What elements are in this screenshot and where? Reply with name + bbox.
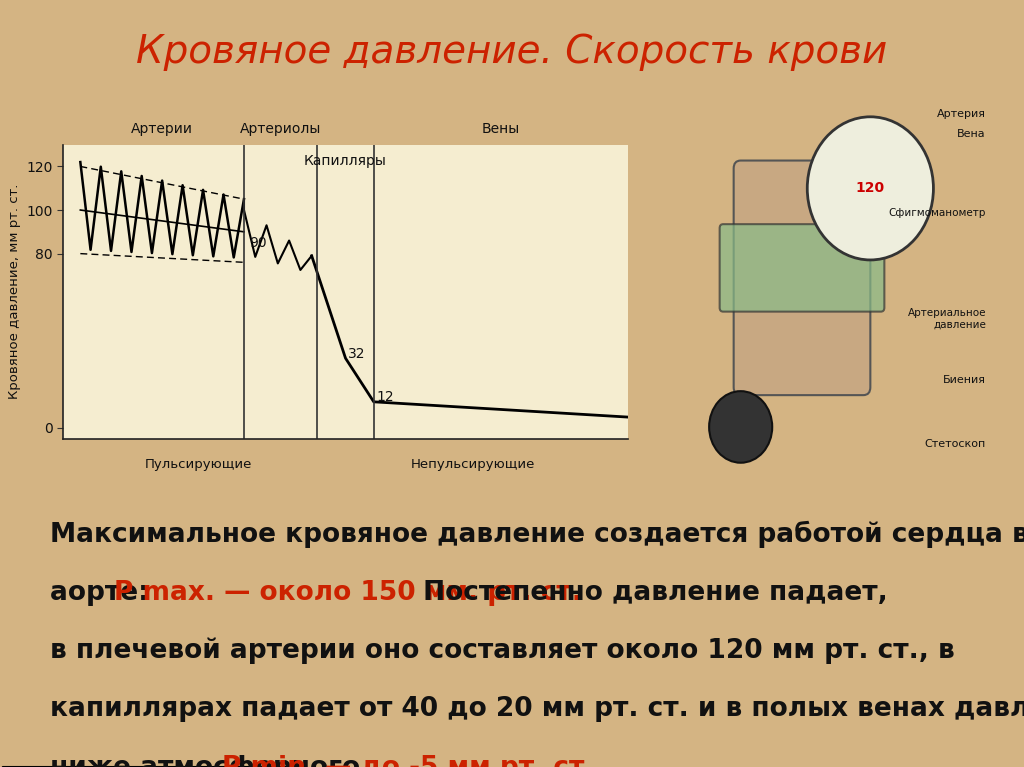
Text: Непульсирующие: Непульсирующие	[411, 458, 535, 471]
FancyBboxPatch shape	[733, 160, 870, 395]
Text: Р max. — около 150 мм. рт. ст.: Р max. — около 150 мм. рт. ст.	[114, 580, 582, 606]
Circle shape	[710, 391, 772, 463]
Text: Артерии: Артерии	[131, 122, 194, 136]
FancyBboxPatch shape	[720, 224, 885, 311]
Text: ниже атмосферного,: ниже атмосферного,	[50, 755, 379, 767]
Text: Р min. — до -5 мм рт. ст.: Р min. — до -5 мм рт. ст.	[222, 755, 595, 767]
Text: 120: 120	[856, 181, 885, 196]
Text: Артерия: Артерия	[937, 109, 986, 119]
Text: в плечевой артерии оно составляет около 120 мм рт. ст., в: в плечевой артерии оно составляет около …	[50, 637, 954, 664]
Y-axis label: Кровяное давление, мм рт. ст.: Кровяное давление, мм рт. ст.	[8, 184, 22, 400]
Text: 32: 32	[348, 347, 366, 360]
Text: Пульсирующие: Пульсирующие	[145, 458, 253, 471]
Text: 12: 12	[377, 390, 394, 404]
Text: Артериолы: Артериолы	[240, 122, 322, 136]
Circle shape	[807, 117, 934, 260]
Text: Кровяное давление. Скорость крови: Кровяное давление. Скорость крови	[136, 33, 888, 71]
Text: Максимальное кровяное давление создается работой сердца в: Максимальное кровяное давление создается…	[50, 521, 1024, 548]
Text: аорте:: аорте:	[50, 580, 158, 606]
Text: Сфигмоманометр: Сфигмоманометр	[889, 209, 986, 219]
Text: 90: 90	[250, 236, 267, 250]
Text: Вена: Вена	[957, 129, 986, 139]
Text: Артериальное
давление: Артериальное давление	[907, 308, 986, 329]
Text: Капилляры: Капилляры	[304, 153, 387, 167]
Text: Вены: Вены	[481, 122, 520, 136]
Text: Постепенно давление падает,: Постепенно давление падает,	[414, 580, 888, 606]
Text: Биения: Биения	[943, 375, 986, 385]
Text: Стетоскоп: Стетоскоп	[925, 439, 986, 449]
Text: капиллярах падает от 40 до 20 мм рт. ст. и в полых венах давление: капиллярах падает от 40 до 20 мм рт. ст.…	[50, 696, 1024, 723]
